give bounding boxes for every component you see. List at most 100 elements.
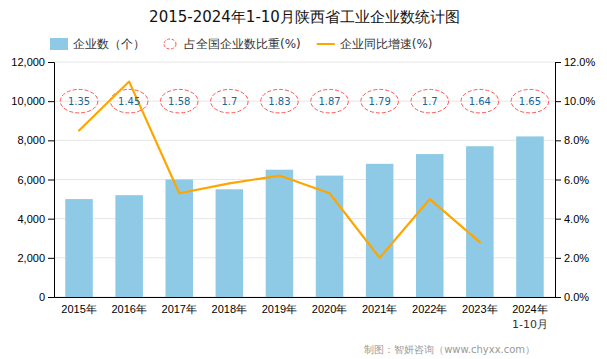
x-tick: 2022年 — [412, 303, 447, 315]
bar — [266, 170, 294, 297]
x-tick-label: 2016年 — [111, 303, 146, 315]
y2-tick-mark — [555, 219, 561, 220]
ratio-ellipse — [511, 89, 549, 113]
x-tick: 2019年 — [262, 303, 297, 315]
bars — [65, 136, 543, 297]
x-tick: 2021年 — [362, 303, 397, 315]
y2-axis: 0.0% 2.0% 4.0% 6.0% 8.0% 10.0% 12.0% — [555, 56, 595, 303]
y2-tick: 8.0% — [555, 134, 589, 146]
y-axis-line — [48, 63, 55, 298]
annotation: 1-10月 — [512, 318, 548, 331]
y2-tick-mark — [555, 297, 561, 298]
legend-label: 企业同比增速(%) — [340, 37, 433, 51]
line — [79, 82, 480, 258]
y-tick: 0 — [39, 291, 54, 303]
y2-axis-line — [556, 63, 562, 298]
y2-tick-mark — [555, 62, 561, 63]
y2-tick-label: 10.0% — [564, 95, 595, 107]
y-tick-mark — [48, 297, 54, 298]
y-tick-label: 8,000 — [17, 134, 45, 146]
bar — [516, 136, 544, 297]
x-tick-label: 2015年 — [61, 303, 96, 315]
y2-tick-mark — [555, 258, 561, 259]
x-tick-label: 2022年 — [412, 303, 447, 315]
data-label: 1.7 — [221, 96, 237, 107]
y2-tick: 0.0% — [555, 291, 589, 303]
y-tick-mark — [48, 180, 54, 181]
ratio-ellipse — [411, 89, 449, 113]
y2-tick-label: 2.0% — [564, 252, 589, 264]
x-tick-label: 2023年 — [462, 303, 497, 315]
y2-tick: 2.0% — [555, 252, 589, 264]
ratio-ellipse — [311, 89, 349, 113]
y-tick-label: 12,000 — [11, 56, 45, 68]
data-label: 1.58 — [168, 96, 190, 107]
x-tick: 2023年 — [462, 303, 497, 315]
x-tick-label: 2020年 — [312, 303, 347, 315]
x-tick-label: 2019年 — [262, 303, 297, 315]
grid-line — [54, 62, 555, 63]
y2-tick: 6.0% — [555, 174, 589, 186]
bar — [466, 146, 494, 297]
y2-tick: 4.0% — [555, 213, 589, 225]
grid — [54, 62, 555, 297]
footer: 制图：智妍咨询（www.chyxx.com） — [364, 344, 535, 355]
y-tick-label: 6,000 — [17, 174, 45, 186]
bar — [165, 180, 193, 298]
bar — [65, 199, 93, 297]
x-tick: 2024年 — [512, 303, 547, 315]
legend-item: 企业同比增速(%) — [317, 37, 433, 51]
data-label: 1.87 — [318, 96, 340, 107]
y-tick: 8,000 — [17, 134, 54, 146]
legend-swatch — [164, 39, 176, 49]
x-tick-label: 2024年 — [512, 303, 547, 315]
bar — [115, 195, 143, 297]
x-axis: 2015年 2016年 2017年 2018年 2019年 2020年 2021年 2022年… — [55, 298, 556, 315]
ratio-ellipse — [261, 89, 299, 113]
y-tick-label: 10,000 — [11, 95, 45, 107]
y-tick: 12,000 — [11, 56, 54, 68]
x-tick: 2016年 — [111, 303, 146, 315]
data-label: 1.45 — [118, 96, 140, 107]
y-tick-label: 0 — [39, 291, 45, 303]
bar — [216, 189, 244, 297]
y2-tick-label: 8.0% — [564, 134, 589, 146]
legend-swatch — [50, 38, 68, 50]
bar — [366, 164, 394, 297]
x-tick-label: 2021年 — [362, 303, 397, 315]
data-labels: 1.351.451.581.71.831.871.791.71.641.65 — [68, 96, 541, 107]
y-tick: 6,000 — [17, 174, 54, 186]
chart: 1.351.451.581.71.831.871.791.71.641.6520… — [0, 0, 607, 359]
y-axis: 0 2,000 4,000 6,000 8,000 10,000 12,000 — [11, 56, 54, 303]
x-tick: 2020年 — [312, 303, 347, 315]
data-label: 1.64 — [469, 96, 491, 107]
ratio-ellipse — [60, 89, 98, 113]
data-label: 1.79 — [369, 96, 391, 107]
ratio-ellipse — [461, 89, 499, 113]
y-tick-mark — [48, 140, 54, 141]
bar — [416, 154, 444, 297]
x-tick-label: 2017年 — [162, 303, 197, 315]
y2-tick-mark — [555, 101, 561, 102]
y-tick-label: 4,000 — [17, 213, 45, 225]
legend-item: 企业数（个） — [50, 37, 145, 51]
legend-label: 企业数（个） — [73, 37, 145, 51]
data-label: 1.65 — [519, 96, 541, 107]
y2-tick-mark — [555, 180, 561, 181]
ratio-ellipse — [211, 89, 249, 113]
data-label: 1.83 — [268, 96, 290, 107]
y-tick: 2,000 — [17, 252, 54, 264]
y2-tick: 12.0% — [555, 56, 595, 68]
plot: 1.351.451.581.71.831.871.791.71.641.6520… — [11, 56, 595, 315]
y2-tick-label: 6.0% — [564, 174, 589, 186]
y-tick: 4,000 — [17, 213, 54, 225]
x-tick: 2015年 — [61, 303, 96, 315]
y2-tick-label: 0.0% — [564, 291, 589, 303]
x-tick: 2018年 — [212, 303, 247, 315]
y2-tick-label: 12.0% — [564, 56, 595, 68]
y-tick-mark — [48, 62, 54, 63]
x-tick: 2017年 — [162, 303, 197, 315]
y-tick-mark — [48, 101, 54, 102]
y-tick: 10,000 — [11, 95, 54, 107]
data-label: 1.35 — [68, 96, 90, 107]
